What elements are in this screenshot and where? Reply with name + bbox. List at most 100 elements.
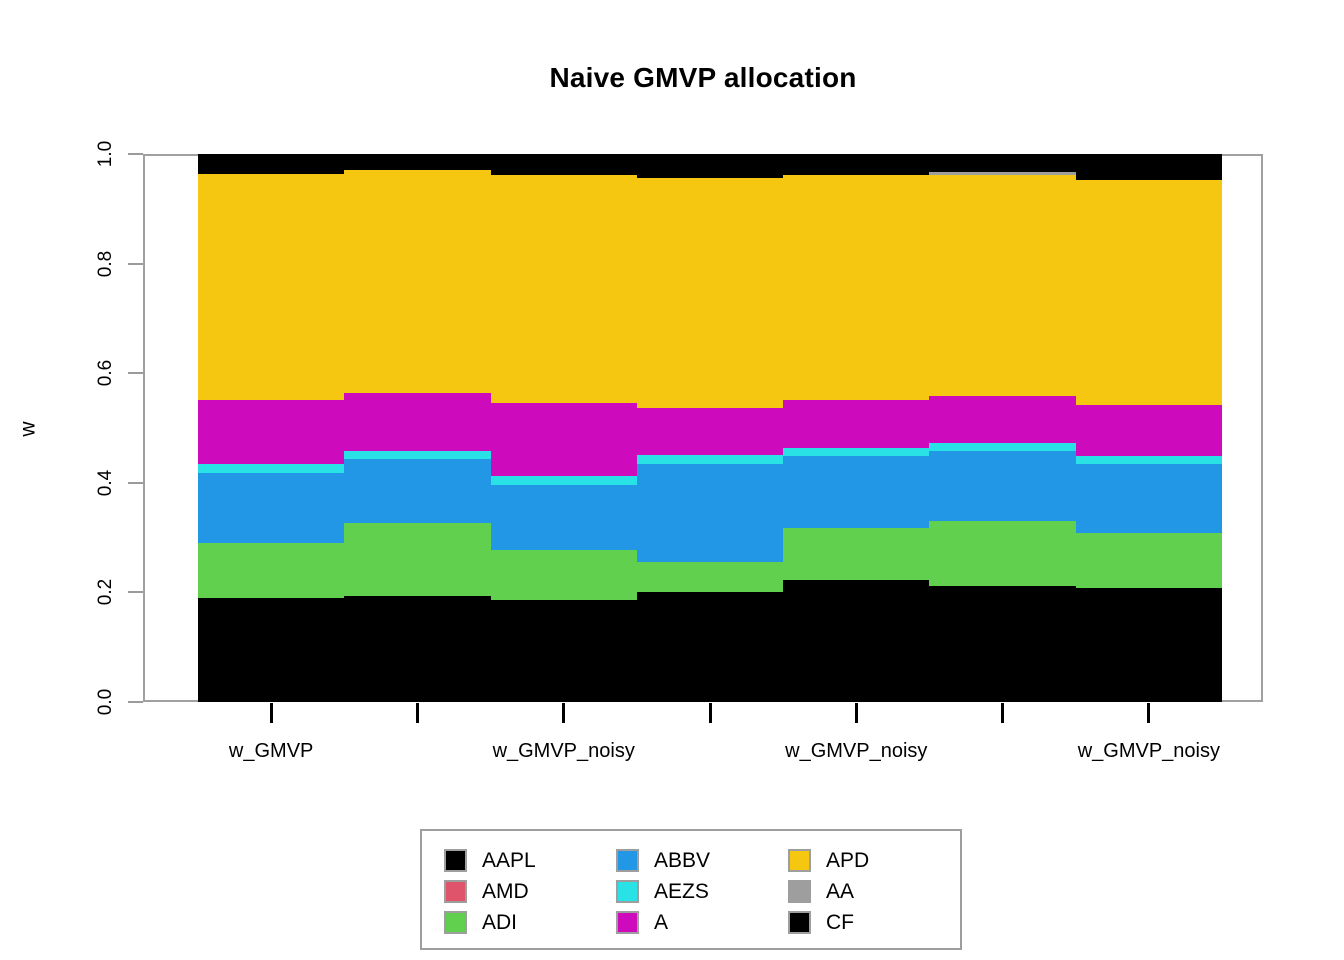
- legend: AAPL AMD ADI ABBV AEZS A APD AA CF: [420, 829, 962, 950]
- bar-segment-A: [344, 392, 492, 452]
- legend-label: AEZS: [654, 879, 709, 903]
- bar-segment-AEZS: [1075, 455, 1223, 465]
- bar-segment-ABBV: [929, 451, 1077, 522]
- bar-segment-ADI: [783, 527, 930, 580]
- y-axis-tick-label: 0.4: [94, 469, 116, 497]
- bar-segment-A: [1075, 405, 1223, 456]
- bar-segment-AAPL: [490, 600, 638, 702]
- bar-segment-AA: [929, 172, 1077, 175]
- bar-segment-ADI: [1075, 533, 1223, 589]
- bar-segment-APD: [636, 178, 784, 409]
- stacked-bar: [636, 154, 784, 702]
- y-axis-tick: [128, 262, 143, 265]
- bar-segment-AEZS: [929, 442, 1077, 452]
- bar-segment-CF: [198, 154, 345, 175]
- bar-segment-ABBV: [344, 459, 492, 523]
- bar-segment-CF: [929, 154, 1077, 173]
- bar-segment-ADI: [198, 543, 345, 598]
- bar-segment-A: [198, 400, 345, 465]
- bar-segment-AEZS: [490, 476, 638, 485]
- legend-label: A: [654, 910, 669, 934]
- y-axis-tick-label: 0.8: [94, 250, 116, 277]
- legend-item: ADI: [444, 907, 616, 938]
- x-axis-tick-label: w_GMVP_noisy: [1077, 740, 1220, 762]
- bar-segment-AAPL: [198, 597, 345, 702]
- bar-segment-APD: [783, 174, 930, 401]
- bar-segment-ABBV: [198, 472, 345, 544]
- x-axis-tick: [269, 703, 273, 723]
- legend-swatch: [444, 849, 467, 872]
- bar-segment-AAPL: [1075, 588, 1223, 702]
- bar-segment-A: [490, 402, 638, 477]
- y-axis-title: w: [16, 421, 40, 437]
- legend-item: APD: [788, 845, 960, 876]
- legend-swatch: [788, 880, 811, 903]
- x-axis-tick: [562, 703, 566, 723]
- bar-segment-AEZS: [344, 451, 492, 460]
- bar-segment-APD: [198, 174, 345, 401]
- legend-item: A: [616, 907, 788, 938]
- legend-label: ABBV: [654, 848, 711, 872]
- bar-segment-AEZS: [636, 454, 784, 465]
- legend-label: APD: [826, 848, 870, 872]
- bar-segment-A: [783, 400, 930, 448]
- bar-segment-AEZS: [198, 464, 345, 473]
- y-axis-tick: [128, 481, 143, 484]
- x-axis-tick-label: w_GMVP_noisy: [492, 740, 635, 762]
- y-axis-tick-label: 0.0: [94, 688, 116, 716]
- legend-item: CF: [788, 907, 960, 938]
- bar-segment-CF: [636, 154, 784, 179]
- legend-swatch: [444, 880, 467, 903]
- bar-segment-AEZS: [783, 447, 930, 456]
- bar-segment-ABBV: [1075, 464, 1223, 534]
- bar-segment-APD: [1075, 179, 1223, 405]
- bar-segment-AAPL: [783, 579, 930, 702]
- x-axis-tick: [708, 703, 712, 723]
- stacked-bar: [344, 154, 492, 702]
- bar-segment-CF: [1075, 154, 1223, 180]
- stacked-bar: [783, 154, 930, 702]
- y-axis-tick-label: 0.6: [94, 359, 116, 387]
- y-axis-tick: [128, 153, 143, 155]
- legend-swatch: [616, 880, 639, 903]
- legend-label: AAPL: [482, 848, 536, 872]
- legend-item: ABBV: [616, 845, 788, 876]
- legend-item: AEZS: [616, 876, 788, 907]
- y-axis-tick: [128, 372, 143, 375]
- legend-label: AMD: [482, 879, 529, 903]
- bar-segment-APD: [344, 169, 492, 393]
- legend-item: AMD: [444, 876, 616, 907]
- legend-label: ADI: [482, 910, 518, 934]
- bar-segment-CF: [344, 154, 492, 170]
- stacked-bar: [198, 154, 345, 702]
- bar-segment-ADI: [929, 521, 1077, 586]
- legend-item: AA: [788, 876, 960, 907]
- stacked-bar-chart: [143, 154, 1263, 702]
- x-axis-tick: [415, 703, 419, 723]
- x-axis-tick-label: w_GMVP: [228, 740, 314, 762]
- bar-segment-CF: [490, 154, 638, 175]
- x-axis-tick: [1001, 703, 1005, 723]
- legend-swatch: [616, 849, 639, 872]
- y-axis-tick-label: 1.0: [94, 140, 116, 168]
- bar-segment-ABBV: [636, 464, 784, 562]
- bar-segment-ABBV: [783, 455, 930, 528]
- legend-item: AAPL: [444, 845, 616, 876]
- legend-label: CF: [826, 910, 854, 934]
- bar-segment-ADI: [490, 550, 638, 601]
- legend-swatch: [788, 911, 811, 934]
- legend-label: AA: [826, 879, 855, 903]
- bar-segment-A: [929, 396, 1077, 443]
- y-axis-tick: [128, 591, 143, 594]
- bar-segment-APD: [490, 174, 638, 403]
- x-axis-tick: [854, 703, 858, 723]
- legend-swatch: [444, 911, 467, 934]
- x-axis-tick: [1147, 703, 1151, 723]
- legend-swatch: [788, 849, 811, 872]
- legend-swatch: [616, 911, 639, 934]
- bar-segment-ADI: [344, 522, 492, 597]
- stacked-bar: [490, 154, 638, 702]
- bar-segment-CF: [783, 154, 930, 175]
- y-axis-tick-label: 0.2: [94, 579, 116, 606]
- bar-segment-APD: [929, 174, 1077, 397]
